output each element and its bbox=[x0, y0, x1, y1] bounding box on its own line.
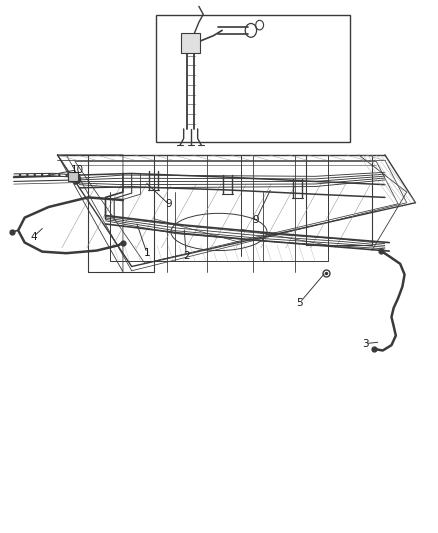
Text: 10: 10 bbox=[71, 165, 84, 175]
Text: 4: 4 bbox=[30, 232, 37, 242]
Text: 2: 2 bbox=[183, 251, 190, 261]
Text: 5: 5 bbox=[297, 297, 303, 308]
Bar bbox=[68, 172, 78, 181]
Text: 9: 9 bbox=[166, 199, 172, 209]
Bar bbox=[181, 33, 200, 53]
Text: 9: 9 bbox=[253, 215, 259, 225]
Text: 1: 1 bbox=[144, 248, 150, 258]
Bar bbox=[155, 15, 350, 142]
Circle shape bbox=[74, 175, 81, 183]
Text: 3: 3 bbox=[362, 338, 369, 349]
